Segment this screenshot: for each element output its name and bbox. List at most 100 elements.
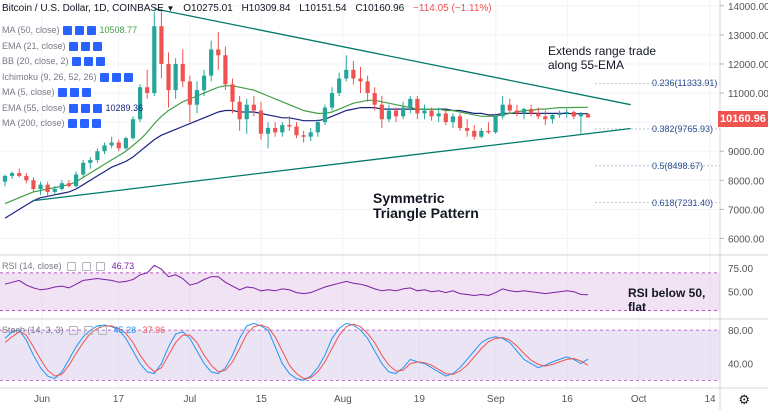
- legend-label[interactable]: MA (200, close): [2, 118, 65, 128]
- candle-body: [315, 122, 320, 133]
- legend-row[interactable]: MA (50, close) 10508.77: [2, 24, 137, 37]
- candle-body: [59, 183, 64, 190]
- visibility-icon[interactable]: [71, 57, 81, 67]
- candle-body: [329, 93, 335, 108]
- x-tick-label: 16: [562, 394, 574, 405]
- x-tick-label: 15: [256, 394, 268, 405]
- legend-label[interactable]: MA (5, close): [2, 87, 55, 97]
- candle-body: [31, 180, 36, 190]
- x-tick-label: 14: [704, 394, 716, 405]
- legend-row[interactable]: MA (5, close): [2, 86, 91, 99]
- candle-body: [152, 26, 157, 94]
- close-icon[interactable]: [123, 72, 133, 82]
- candle-body: [543, 116, 548, 120]
- legend-label[interactable]: BB (20, close, 2): [2, 56, 69, 66]
- rsi-band: [0, 272, 720, 311]
- settings-icon[interactable]: [74, 26, 84, 36]
- candle-body: [493, 116, 498, 133]
- close-icon[interactable]: [92, 41, 102, 51]
- y-tick-label: 7000.00: [728, 205, 765, 216]
- visibility-icon[interactable]: [68, 41, 78, 51]
- rsi-legend[interactable]: RSI (14, close) 46.73: [2, 260, 134, 273]
- annotation-range-line2[interactable]: along 55-EMA: [548, 58, 625, 72]
- settings-icon[interactable]: [69, 88, 79, 98]
- close-icon[interactable]: [98, 326, 108, 336]
- exchange-label: COINBASE: [112, 3, 164, 14]
- y-tick-label: 75.00: [728, 264, 753, 275]
- stoch-legend[interactable]: Stoch (14, 3, 3) 45.28 37.96: [2, 324, 165, 337]
- candle-body: [308, 132, 313, 137]
- visibility-icon[interactable]: [62, 26, 72, 36]
- y-tick-label: 8000.00: [728, 176, 765, 187]
- candle-body: [429, 110, 434, 117]
- triangle-trendlines[interactable]: [33, 8, 631, 202]
- legend-row[interactable]: EMA (21, close): [2, 40, 102, 53]
- candle-body: [372, 93, 377, 105]
- close-icon[interactable]: [91, 119, 101, 129]
- close-icon[interactable]: [96, 262, 106, 272]
- candle-body: [408, 98, 413, 108]
- candle-body: [486, 130, 491, 133]
- annotation-range-line1[interactable]: Extends range trade: [548, 44, 657, 58]
- candle-body: [10, 173, 15, 176]
- visibility-icon[interactable]: [68, 103, 78, 113]
- legend-row[interactable]: EMA (55, close) 10289.36: [2, 102, 143, 115]
- visibility-icon[interactable]: [57, 88, 67, 98]
- rsi-legend-label[interactable]: RSI (14, close): [2, 261, 62, 271]
- candle-body: [443, 113, 448, 123]
- fib-retracement-lines: [595, 82, 720, 204]
- candle-body: [422, 110, 427, 114]
- close-icon[interactable]: [86, 26, 96, 36]
- legend-row[interactable]: MA (200, close): [2, 117, 101, 130]
- annotation-pattern-line2[interactable]: Triangle Pattern: [373, 205, 479, 221]
- candle-body: [536, 113, 541, 117]
- annotation-rsi-line2[interactable]: flat: [628, 300, 646, 314]
- settings-icon[interactable]: [111, 72, 121, 82]
- candle-body: [52, 189, 57, 192]
- x-tick-label: Jul: [183, 394, 196, 405]
- visibility-icon[interactable]: [67, 262, 77, 272]
- settings-icon[interactable]: [80, 103, 90, 113]
- interval-label[interactable]: 1D: [93, 3, 107, 14]
- candle-body: [351, 69, 356, 79]
- legend-row[interactable]: BB (20, close, 2): [2, 55, 105, 68]
- settings-icon[interactable]: [79, 119, 89, 129]
- symbol-title[interactable]: Bitcoin / U.S. Dollar: [2, 3, 89, 14]
- stoch-legend-label[interactable]: Stoch (14, 3, 3): [2, 325, 64, 335]
- legend-label[interactable]: MA (50, close): [2, 25, 60, 35]
- upper-trendline[interactable]: [154, 8, 631, 106]
- settings-icon[interactable]: [83, 326, 93, 336]
- candle-body: [251, 104, 256, 111]
- visibility-icon[interactable]: [69, 326, 79, 336]
- close-icon[interactable]: [92, 103, 102, 113]
- candle-body: [180, 63, 185, 82]
- stoch-k-value: 45.28: [113, 325, 137, 335]
- close-icon[interactable]: [81, 88, 91, 98]
- legend-label[interactable]: EMA (55, close): [2, 102, 66, 113]
- candle-body: [102, 145, 107, 152]
- settings-icon[interactable]: [81, 262, 91, 272]
- gear-icon[interactable]: ⚙: [738, 392, 750, 407]
- legend-row[interactable]: Ichimoku (9, 26, 52, 26): [2, 71, 133, 84]
- legend-label[interactable]: EMA (21, close): [2, 40, 66, 51]
- legend-label[interactable]: Ichimoku (9, 26, 52, 26): [2, 71, 97, 82]
- x-tick-label: Sep: [487, 394, 505, 405]
- candle-body: [472, 130, 477, 137]
- visibility-icon[interactable]: [67, 119, 77, 129]
- candle-body: [173, 63, 178, 91]
- lower-trendline[interactable]: [33, 127, 631, 202]
- candle-body: [457, 116, 463, 128]
- candle-body: [166, 63, 171, 91]
- visibility-icon[interactable]: [99, 72, 109, 82]
- close-icon[interactable]: [95, 57, 105, 67]
- symbol-header[interactable]: Bitcoin / U.S. Dollar, 1D, COINBASE ▼ O1…: [2, 3, 492, 14]
- settings-icon[interactable]: [80, 41, 90, 51]
- chevron-down-icon[interactable]: ▼: [166, 4, 175, 13]
- x-tick-label: 19: [414, 394, 426, 405]
- settings-icon[interactable]: [83, 57, 93, 67]
- candle-body: [550, 114, 555, 120]
- annotation-rsi-line1[interactable]: RSI below 50,: [628, 286, 706, 300]
- annotation-pattern-line1[interactable]: Symmetric: [373, 190, 445, 206]
- ema55-line: [4, 106, 588, 219]
